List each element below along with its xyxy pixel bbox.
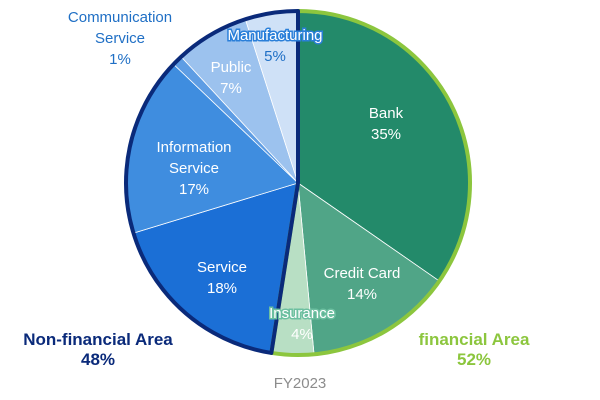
group-outline-financial-area	[269, 9, 472, 357]
group-outlines	[124, 9, 472, 357]
group-outline-non-financial-area	[124, 9, 300, 355]
group-label-financial-area: financial Area 52%	[419, 330, 530, 369]
slice-label-service: Service 18%	[197, 259, 247, 297]
group-label-non-financial-area: Non-financial Area 48%	[23, 330, 173, 369]
slice-label-information-service: Information Service 17%	[156, 139, 231, 198]
slice-labels: Bank 35% Credit Card 14%Insurance 4% Service 1…	[68, 9, 404, 343]
slice-label-credit-card: Credit Card 14%	[324, 265, 401, 303]
slice-label-insurance: Insurance 4%	[269, 305, 335, 343]
slice-label-communication-service: Communication Service 1%	[68, 9, 172, 68]
slice-label-manufacturing: Manufacturing 5%	[227, 27, 322, 65]
group-labels: financial Area 52% Non-financial Area 48%	[23, 330, 530, 369]
slice-label-public: Public 7%	[211, 59, 252, 97]
chart-subtitle: FY2023	[274, 375, 327, 392]
slice-label-bank: Bank 35%	[369, 105, 404, 143]
